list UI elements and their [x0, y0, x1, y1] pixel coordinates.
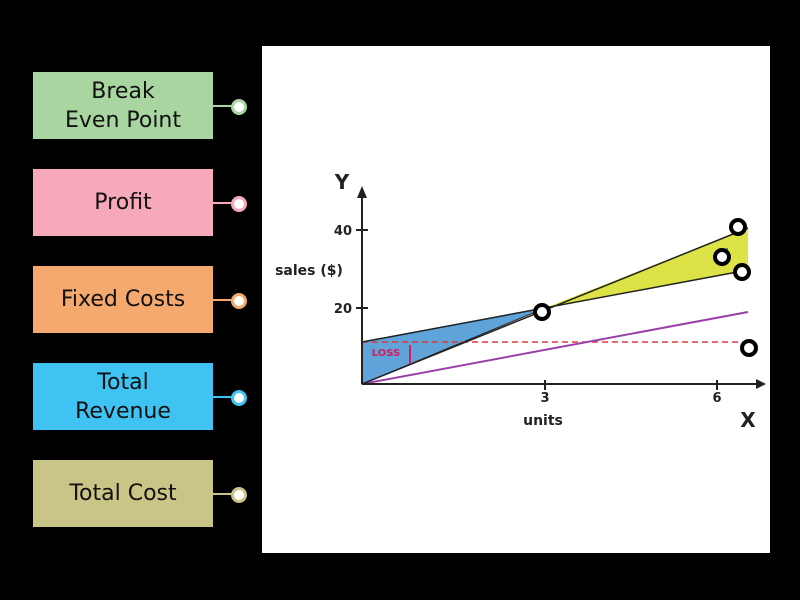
x-title: units — [523, 413, 563, 429]
y-tick-label: 20 — [334, 302, 352, 317]
x-tick-label: 6 — [712, 391, 721, 406]
variable-cost-line — [361, 311, 749, 385]
connector-dot — [231, 196, 247, 212]
drop-target[interactable] — [733, 263, 751, 281]
connector — [213, 396, 235, 398]
connector-dot — [231, 99, 247, 115]
label-tile[interactable]: Total Cost — [33, 460, 213, 527]
label-tile[interactable]: Profit — [33, 169, 213, 236]
label-tile[interactable]: Break Even Point — [33, 72, 213, 139]
y-tick-label: 40 — [334, 224, 352, 239]
drop-target[interactable] — [729, 218, 747, 236]
label-tile[interactable]: Total Revenue — [33, 363, 213, 430]
connector-dot — [231, 487, 247, 503]
x-axis-label: X — [740, 408, 756, 432]
label-tile[interactable]: Fixed Costs — [33, 266, 213, 333]
connector-dot — [231, 390, 247, 406]
x-tick-label: 3 — [540, 391, 549, 406]
connector — [213, 202, 235, 204]
connector — [213, 105, 235, 107]
x-arrow — [756, 379, 766, 389]
drop-target[interactable] — [533, 303, 551, 321]
drop-target[interactable] — [740, 339, 758, 357]
drop-target[interactable] — [713, 248, 731, 266]
connector — [213, 299, 235, 301]
loss-label: LOSS — [372, 348, 400, 359]
connector-dot — [231, 293, 247, 309]
y-axis-label: Y — [334, 170, 350, 194]
connector — [213, 493, 235, 495]
total-revenue-line — [361, 227, 749, 385]
diagram-panel — [262, 46, 770, 553]
y-title: sales ($) — [275, 263, 343, 279]
y-arrow — [357, 186, 367, 198]
